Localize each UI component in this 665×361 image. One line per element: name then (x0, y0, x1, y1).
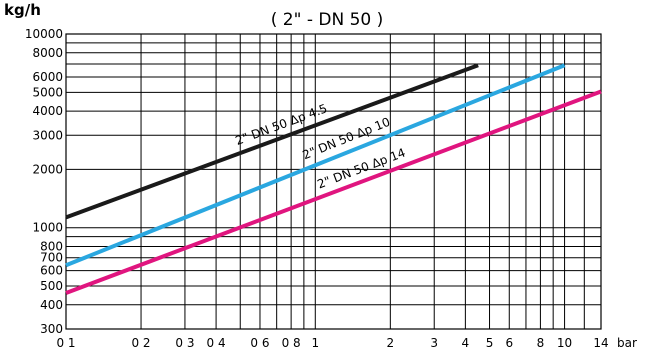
x-tick-label: 0 1 (56, 336, 75, 350)
x-tick-label: 1 (311, 336, 319, 350)
tick-labels: 3004005006007008001000200030004000500060… (25, 27, 609, 350)
x-tick-label: 4 (462, 336, 470, 350)
y-tick-label: 10000 (25, 27, 63, 41)
y-tick-label: 500 (40, 279, 63, 293)
y-axis-label: kg/h (4, 1, 41, 19)
series-layer (65, 63, 602, 295)
y-tick-label: 3000 (32, 128, 63, 142)
x-tick-label: 3 (430, 336, 438, 350)
x-tick-label: 5 (486, 336, 494, 350)
x-axis-unit-label: bar (617, 336, 637, 350)
series-line (65, 63, 566, 268)
y-tick-label: 8000 (32, 46, 63, 60)
chart-title: ( 2" - DN 50 ) (271, 10, 384, 30)
x-tick-label: 0 2 (131, 336, 150, 350)
y-tick-label: 1000 (32, 221, 63, 235)
x-tick-label: 0 3 (175, 336, 194, 350)
x-tick-label: 0 8 (282, 336, 301, 350)
x-tick-label: 0 6 (250, 336, 269, 350)
series-line (65, 63, 479, 220)
plot-frame (65, 33, 602, 330)
x-tick-label: 10 (557, 336, 572, 350)
y-tick-label: 6000 (32, 70, 63, 84)
x-tick-label: 2 (387, 336, 395, 350)
x-tick-label: 8 (537, 336, 545, 350)
y-tick-label: 5000 (32, 85, 63, 99)
grid (65, 33, 602, 330)
y-tick-label: 2000 (32, 162, 63, 176)
y-tick-label: 4000 (32, 104, 63, 118)
x-tick-label: 0 4 (207, 336, 226, 350)
y-tick-label: 600 (40, 264, 63, 278)
y-tick-label: 300 (40, 322, 63, 336)
series-line (65, 89, 602, 295)
x-tick-label: 14 (593, 336, 608, 350)
y-tick-label: 700 (40, 251, 63, 265)
y-tick-label: 400 (40, 298, 63, 312)
x-tick-label: 6 (505, 336, 513, 350)
y-tick-label: 800 (40, 239, 63, 253)
